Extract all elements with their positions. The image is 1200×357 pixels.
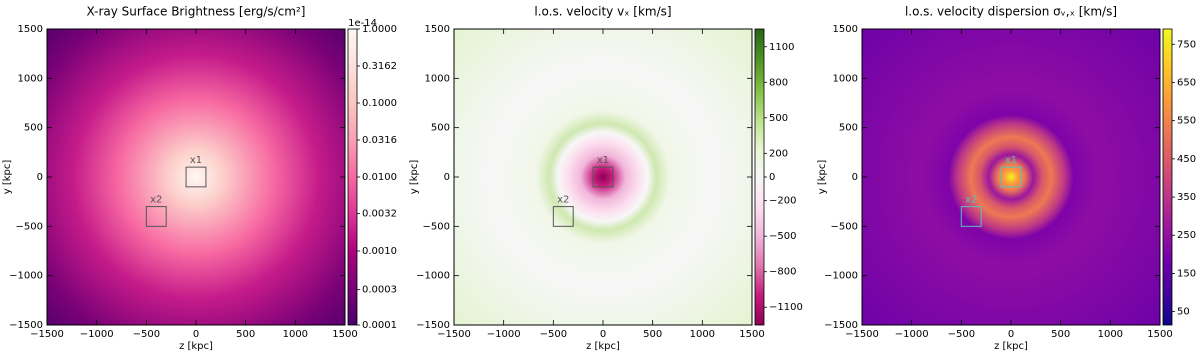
y-tick-label: −500 [16, 221, 43, 232]
y-tick-label: −1000 [824, 271, 858, 282]
colorbar-tick-label: 0.0001 [362, 320, 397, 331]
heatmap [47, 29, 345, 325]
y-tick-label: 500 [431, 123, 450, 134]
colorbar-tick-label: 750 [1177, 39, 1196, 50]
colorbar-tick-label: 0.0010 [362, 246, 397, 257]
colorbar-tick-label: 1100 [769, 42, 794, 53]
x-tick-label: −1000 [895, 329, 929, 340]
x-tick-label: −1500 [30, 329, 64, 340]
region-box [185, 166, 207, 188]
region-label: x2 [965, 195, 977, 206]
y-tick-label: 1500 [425, 24, 450, 35]
x-tick-label: −500 [133, 329, 160, 340]
colorbar-tick-label: 0 [769, 172, 775, 183]
y-tick-label: −1000 [9, 271, 43, 282]
colorbar [347, 28, 358, 326]
heatmap [862, 29, 1160, 325]
colorbar-tick-label: −1100 [769, 302, 803, 313]
x-tick-label: 0 [193, 329, 199, 340]
colorbar-tick-label: 0.0003 [362, 285, 397, 296]
region-label: x2 [557, 195, 569, 206]
colorbar-tick-label: 0.3162 [362, 61, 397, 72]
x-label: z [kpc] [179, 341, 213, 352]
colorbar-tick-label: 650 [1177, 77, 1196, 88]
x-tick-label: −500 [948, 329, 975, 340]
x-tick-label: −1500 [845, 329, 879, 340]
y-tick-label: −1500 [416, 320, 450, 331]
x-tick-label: 500 [643, 329, 662, 340]
region-box [592, 166, 614, 188]
colorbar [1162, 28, 1173, 326]
y-label: y [kpc] [2, 160, 13, 195]
colorbar-tick-label: 450 [1177, 154, 1196, 165]
region-label: x2 [150, 195, 162, 206]
x-tick-label: 0 [600, 329, 606, 340]
x-tick-label: −500 [540, 329, 567, 340]
colorbar-tick-label: 350 [1177, 192, 1196, 203]
colorbar-tick-label: −500 [769, 231, 796, 242]
region-box [552, 206, 574, 227]
x-tick-label: −1500 [437, 329, 471, 340]
colorbar-tick-label: 150 [1177, 268, 1196, 279]
y-tick-label: −500 [831, 221, 858, 232]
x-tick-label: 1000 [690, 329, 715, 340]
x-tick-label: 1500 [1147, 329, 1172, 340]
colorbar-tick-label: 0.0032 [362, 209, 397, 220]
title: X-ray Surface Brightness [erg/s/cm²] [87, 5, 306, 19]
x-tick-label: 1000 [1098, 329, 1123, 340]
region-label: x1 [597, 155, 609, 166]
x-label: z [kpc] [586, 341, 620, 352]
y-tick-label: 1000 [18, 73, 43, 84]
y-tick-label: 1500 [833, 24, 858, 35]
x-tick-label: −1000 [487, 329, 521, 340]
y-tick-label: 500 [24, 123, 43, 134]
colorbar-tick-label: 500 [769, 113, 788, 124]
colorbar-tick-label: 0.0100 [362, 172, 397, 183]
y-tick-label: −1500 [824, 320, 858, 331]
colorbar-tick-label: 800 [769, 77, 788, 88]
title: l.o.s. velocity vₓ [km/s] [534, 5, 671, 19]
y-tick-label: 1000 [425, 73, 450, 84]
colorbar-tick-label: −200 [769, 196, 796, 207]
colorbar-tick-label: 0.0316 [362, 135, 397, 146]
y-tick-label: 0 [37, 172, 43, 183]
y-tick-label: −500 [423, 221, 450, 232]
colorbar-tick-label: −800 [769, 267, 796, 278]
colorbar-tick-label: 50 [1177, 307, 1190, 318]
colorbar-offset: 1e-14 [348, 18, 377, 29]
y-tick-label: 500 [839, 123, 858, 134]
y-tick-label: 0 [852, 172, 858, 183]
x-tick-label: 0 [1008, 329, 1014, 340]
x-tick-label: 500 [1051, 329, 1070, 340]
y-tick-label: −1000 [416, 271, 450, 282]
x-tick-label: 1500 [739, 329, 764, 340]
colorbar-tick-label: 250 [1177, 230, 1196, 241]
region-box [960, 206, 982, 227]
y-label: y [kpc] [409, 160, 420, 195]
y-tick-label: −1500 [9, 320, 43, 331]
colorbar-tick-label: 550 [1177, 116, 1196, 127]
colorbar [754, 28, 765, 326]
y-tick-label: 0 [444, 172, 450, 183]
title: l.o.s. velocity dispersion σᵥ,ₓ [km/s] [905, 5, 1117, 19]
colorbar-tick-label: 1.0000 [362, 24, 397, 35]
region-label: x1 [1005, 155, 1017, 166]
x-label: z [kpc] [994, 341, 1028, 352]
region-box [145, 206, 167, 227]
y-label: y [kpc] [817, 160, 828, 195]
x-tick-label: 500 [236, 329, 255, 340]
region-box [1000, 166, 1022, 188]
x-tick-label: −1000 [80, 329, 114, 340]
x-tick-label: 1500 [332, 329, 357, 340]
x-tick-label: 1000 [283, 329, 308, 340]
y-tick-label: 1000 [833, 73, 858, 84]
region-label: x1 [190, 155, 202, 166]
colorbar-tick-label: 0.1000 [362, 98, 397, 109]
heatmap [454, 29, 752, 325]
colorbar-tick-label: 200 [769, 148, 788, 159]
y-tick-label: 1500 [18, 24, 43, 35]
